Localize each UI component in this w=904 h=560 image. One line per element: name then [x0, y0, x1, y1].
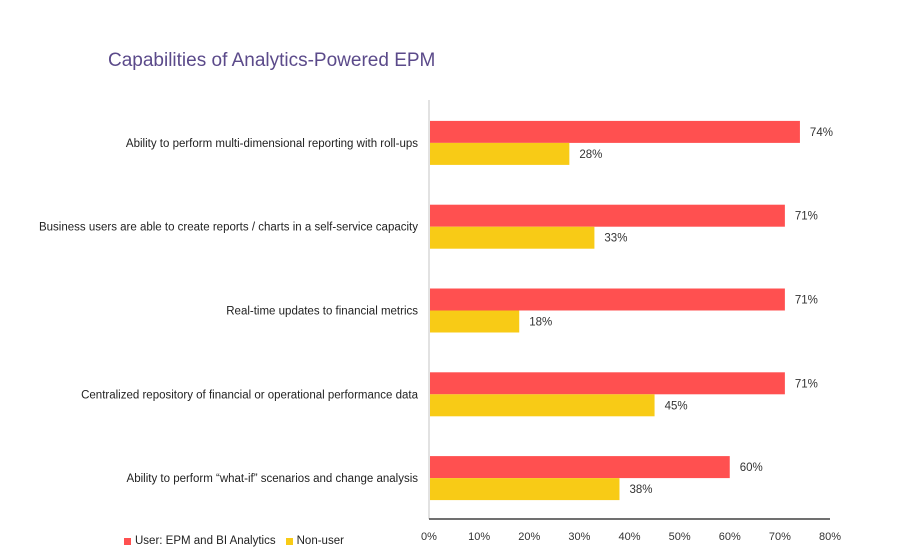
x-tick-label: 0% [421, 531, 437, 543]
value-label-user: 71% [795, 295, 818, 307]
bar-user [430, 204, 785, 227]
value-label-non-user: 28% [579, 149, 602, 161]
x-tick-label: 50% [669, 531, 691, 543]
x-tick-label: 70% [769, 531, 791, 543]
value-label-non-user: 38% [629, 484, 652, 496]
legend-item-non-user: Non-user [285, 535, 344, 547]
bar-user [430, 120, 800, 143]
x-tick-label: 20% [518, 531, 540, 543]
category-label: Ability to perform multi-dimensional rep… [126, 138, 418, 150]
labels-layer: Ability to perform multi-dimensional rep… [39, 127, 833, 496]
value-label-user: 71% [795, 211, 818, 223]
legend-swatch-non-user [285, 537, 293, 545]
category-label: Real-time updates to financial metrics [226, 306, 418, 318]
category-label: Ability to perform “what-if” scenarios a… [127, 473, 419, 485]
bar-user [430, 456, 730, 479]
x-tick-label: 10% [468, 531, 490, 543]
bar-user [430, 288, 785, 311]
x-tick-label: 60% [719, 531, 741, 543]
x-tick-label: 40% [618, 531, 640, 543]
value-label-user: 71% [795, 378, 818, 390]
x-tick-label: 30% [568, 531, 590, 543]
legend-label-user: User: EPM and BI Analytics [135, 535, 276, 547]
legend-item-user: User: EPM and BI Analytics [124, 535, 276, 547]
bar-non-user [430, 394, 655, 417]
value-label-non-user: 45% [665, 400, 688, 412]
bar-non-user [430, 142, 570, 165]
bars-layer [430, 120, 800, 501]
bar-non-user [430, 478, 620, 501]
value-label-user: 60% [740, 462, 763, 474]
category-label: Business users are able to create report… [39, 222, 418, 234]
bar-user [430, 372, 785, 395]
legend-swatch-user [124, 537, 131, 545]
bar-non-user [430, 310, 520, 333]
value-label-non-user: 33% [604, 233, 627, 245]
x-tick-label: 80% [819, 531, 841, 543]
category-label: Centralized repository of financial or o… [81, 389, 418, 401]
value-label-non-user: 18% [529, 317, 552, 329]
value-label-user: 74% [810, 127, 833, 139]
chart-title: Capabilities of Analytics-Powered EPM [108, 50, 436, 71]
legend-label-non-user: Non-user [296, 535, 344, 547]
legend: User: EPM and BI Analytics Non-user [124, 535, 344, 547]
x-tick-labels: 0% 10% 20% 30% 40% 50% 60% 70% 80% [421, 531, 841, 543]
bar-non-user [430, 226, 595, 249]
